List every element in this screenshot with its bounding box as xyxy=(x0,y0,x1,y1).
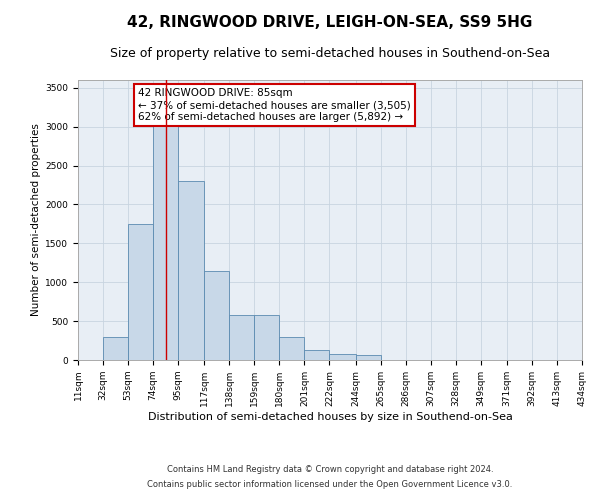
Text: Distribution of semi-detached houses by size in Southend-on-Sea: Distribution of semi-detached houses by … xyxy=(148,412,512,422)
Text: Contains HM Land Registry data © Crown copyright and database right 2024.: Contains HM Land Registry data © Crown c… xyxy=(167,465,493,474)
Bar xyxy=(329,354,356,360)
Text: Size of property relative to semi-detached houses in Southend-on-Sea: Size of property relative to semi-detach… xyxy=(110,48,550,60)
Bar xyxy=(204,270,229,360)
Bar xyxy=(153,104,178,360)
Bar xyxy=(178,181,204,360)
Bar xyxy=(229,315,254,360)
Bar xyxy=(254,315,280,360)
Text: Contains public sector information licensed under the Open Government Licence v3: Contains public sector information licen… xyxy=(148,480,512,489)
Bar xyxy=(103,336,128,360)
Text: 42, RINGWOOD DRIVE, LEIGH-ON-SEA, SS9 5HG: 42, RINGWOOD DRIVE, LEIGH-ON-SEA, SS9 5H… xyxy=(127,15,533,30)
Bar xyxy=(356,356,380,360)
Bar xyxy=(128,224,153,360)
Bar xyxy=(304,350,329,360)
Text: 42 RINGWOOD DRIVE: 85sqm
← 37% of semi-detached houses are smaller (3,505)
62% o: 42 RINGWOOD DRIVE: 85sqm ← 37% of semi-d… xyxy=(139,88,411,122)
Y-axis label: Number of semi-detached properties: Number of semi-detached properties xyxy=(31,124,41,316)
Bar xyxy=(280,338,304,360)
